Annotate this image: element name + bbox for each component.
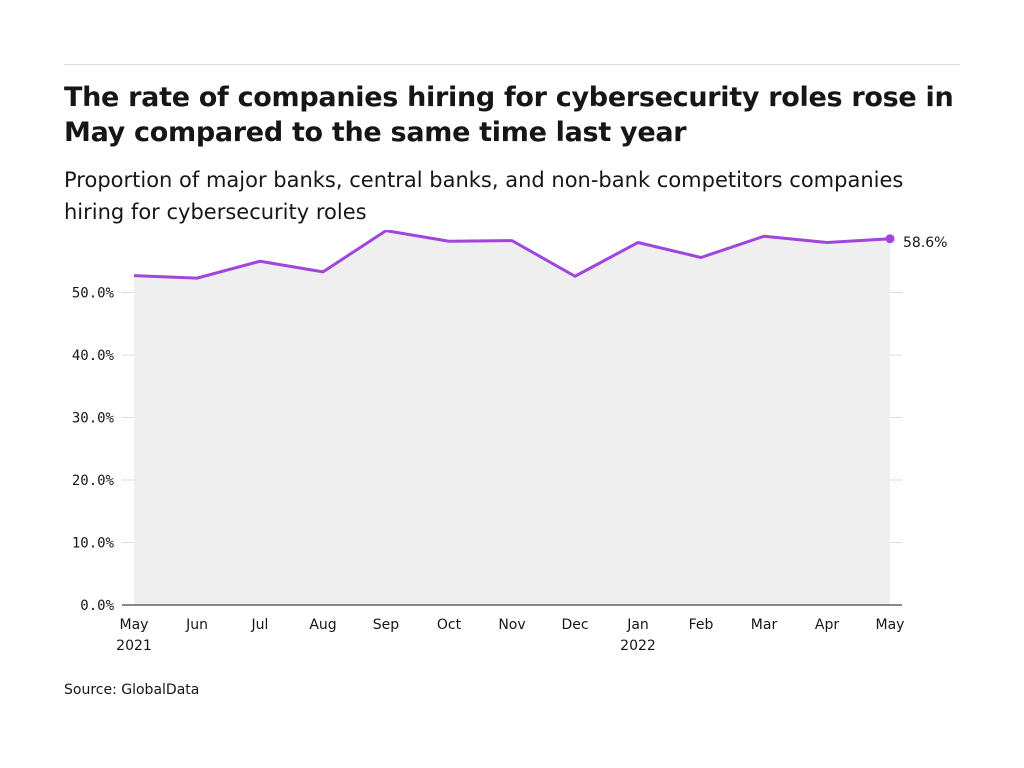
- x-tick-label: May: [120, 617, 149, 633]
- x-tick-label: Apr: [815, 617, 839, 633]
- line-chart: 0.0% 10.0% 20.0% 30.0% 40.0% 50.0% May 2021 Jun…: [72, 230, 947, 654]
- x-tick-label: Jun: [185, 617, 208, 633]
- area-fill: [134, 230, 890, 605]
- source-note: Source: GlobalData: [64, 682, 200, 698]
- y-tick-label: 30.0%: [72, 411, 115, 427]
- x-tick-label: Feb: [689, 617, 714, 633]
- y-tick-label: 10.0%: [72, 536, 115, 552]
- series-line: [133, 230, 891, 280]
- y-tick-label: 20.0%: [72, 473, 115, 489]
- y-tick-label: 40.0%: [72, 348, 115, 364]
- y-tick-label: 0.0%: [80, 598, 114, 614]
- end-point-marker: [885, 234, 895, 244]
- x-tick-year-label: 2022: [620, 638, 656, 654]
- x-tick-label: Dec: [561, 617, 588, 633]
- x-tick-label: Aug: [309, 617, 336, 633]
- x-tick-label: Nov: [498, 617, 525, 633]
- x-tick-label: Sep: [373, 617, 400, 633]
- x-tick-label: Mar: [751, 617, 778, 633]
- top-divider: [64, 64, 960, 65]
- x-tick-label: May: [876, 617, 905, 633]
- chart-title: The rate of companies hiring for cyberse…: [64, 82, 954, 148]
- y-axis-ticks: 0.0% 10.0% 20.0% 30.0% 40.0% 50.0%: [72, 286, 115, 615]
- x-tick-label: Jan: [626, 617, 649, 633]
- chart-subtitle: Proportion of major banks, central banks…: [64, 168, 904, 224]
- y-tick-label: 50.0%: [72, 286, 115, 302]
- x-tick-year-label: 2021: [116, 638, 152, 654]
- end-value-label: 58.6%: [903, 235, 947, 251]
- x-tick-label: Jul: [251, 617, 269, 633]
- x-axis-ticks: May 2021 Jun Jul Aug Sep Oct Nov Dec Jan 2022 Feb Ma…: [116, 617, 904, 654]
- x-tick-label: Oct: [437, 617, 462, 633]
